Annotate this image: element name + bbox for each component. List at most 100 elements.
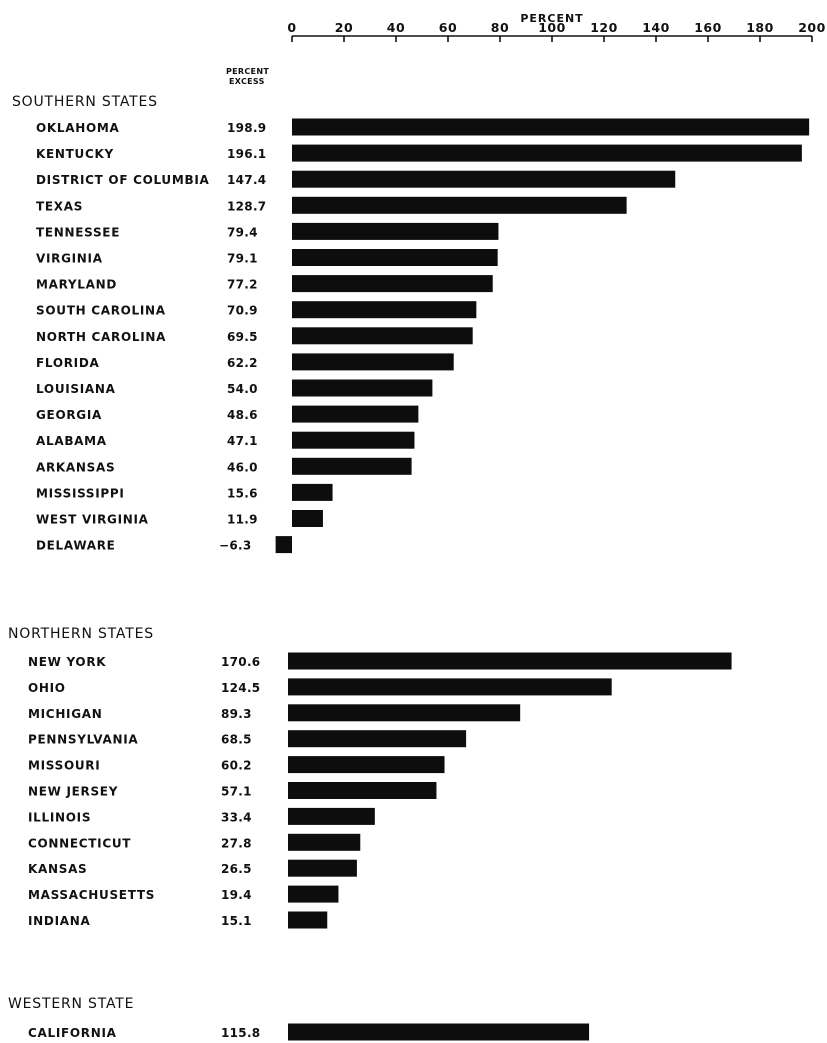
value-label: 69.5 (227, 330, 258, 344)
category-label: PENNSYLVANIA (28, 733, 138, 747)
category-label: MASSACHUSETTS (28, 888, 155, 902)
x-tick-label: 80 (491, 20, 509, 35)
category-label: OKLAHOMA (36, 121, 120, 135)
value-label: 196.1 (227, 147, 266, 161)
value-label: 26.5 (221, 862, 252, 876)
category-label: NEW JERSEY (28, 785, 118, 799)
x-tick-label: 160 (694, 20, 722, 35)
bar (292, 431, 415, 449)
value-label: 19.4 (221, 888, 252, 902)
bar (275, 536, 292, 554)
category-label: FLORIDA (36, 356, 99, 370)
value-label: 46.0 (227, 460, 258, 474)
bar (288, 859, 357, 877)
x-tick-label: 180 (746, 20, 774, 35)
bar (292, 196, 627, 214)
value-label: 15.1 (221, 914, 252, 928)
value-label: 128.7 (227, 199, 266, 213)
x-tick-label: 0 (287, 20, 296, 35)
x-tick-label: 200 (798, 20, 826, 35)
category-label: ILLINOIS (28, 810, 91, 824)
category-label: GEORGIA (36, 408, 102, 422)
x-tick-label: 120 (590, 20, 618, 35)
category-label: WEST VIRGINIA (36, 513, 149, 527)
bar (288, 652, 732, 670)
value-label: 57.1 (221, 785, 252, 799)
category-label: DISTRICT OF COLUMBIA (36, 173, 210, 187)
category-label: ARKANSAS (36, 460, 115, 474)
value-label: 124.5 (221, 681, 260, 695)
value-label: 62.2 (227, 356, 258, 370)
value-column-header: PERCENT (226, 67, 269, 76)
category-label: ALABAMA (36, 434, 107, 448)
category-label: MARYLAND (36, 278, 117, 292)
bar (288, 885, 339, 903)
group-heading: NORTHERN STATES (8, 626, 154, 642)
value-label: 170.6 (221, 655, 260, 669)
value-label: 27.8 (221, 836, 252, 850)
value-label: 33.4 (221, 810, 252, 824)
category-label: SOUTH CAROLINA (36, 304, 166, 318)
value-label: 68.5 (221, 733, 252, 747)
category-label: TEXAS (36, 199, 83, 213)
group-heading: WESTERN STATE (8, 996, 134, 1012)
bar (292, 222, 499, 240)
x-tick-label: 20 (335, 20, 353, 35)
value-label: 79.4 (227, 225, 258, 239)
bar (288, 807, 375, 825)
value-label: 47.1 (227, 434, 258, 448)
category-label: NORTH CAROLINA (36, 330, 166, 344)
category-label: MISSOURI (28, 759, 100, 773)
group-heading: SOUTHERN STATES (12, 94, 158, 110)
bar (288, 833, 361, 851)
value-label: 60.2 (221, 759, 252, 773)
bar (292, 301, 477, 319)
value-label: 11.9 (227, 513, 258, 527)
category-label: VIRGINIA (36, 252, 103, 266)
category-label: LOUISIANA (36, 382, 116, 396)
bar (288, 730, 467, 748)
bar (292, 170, 676, 188)
bar (292, 144, 802, 162)
value-label: 115.8 (221, 1026, 260, 1040)
bar (288, 704, 521, 722)
value-label: 89.3 (221, 707, 252, 721)
bar (288, 678, 612, 696)
category-label: KANSAS (28, 862, 87, 876)
bar (292, 379, 433, 397)
x-axis-title: PERCENT (520, 12, 583, 25)
value-label: 15.6 (227, 486, 258, 500)
bar (292, 249, 498, 266)
bar (292, 353, 454, 371)
bar (292, 405, 419, 423)
bar (292, 327, 473, 345)
value-label: 48.6 (227, 408, 258, 422)
value-label: 77.2 (227, 278, 258, 292)
category-label: CONNECTICUT (28, 836, 131, 850)
bar (288, 911, 328, 929)
bar (288, 1023, 590, 1041)
value-column-header: EXCESS (229, 77, 265, 86)
category-label: TENNESSEE (36, 225, 120, 239)
x-tick-label: 60 (439, 20, 457, 35)
value-label: 70.9 (227, 304, 258, 318)
category-label: MICHIGAN (28, 707, 103, 721)
value-label: 79.1 (227, 252, 258, 266)
bar (292, 510, 323, 527)
bar (292, 483, 333, 501)
x-tick-label: 40 (387, 20, 405, 35)
value-label: 54.0 (227, 382, 258, 396)
value-label: 198.9 (227, 121, 266, 135)
value-label: 147.4 (227, 173, 266, 187)
bar (292, 275, 493, 293)
category-label: MISSISSIPPI (36, 486, 125, 500)
bar (292, 457, 412, 475)
category-label: OHIO (28, 681, 66, 695)
x-tick-label: 100 (538, 20, 566, 35)
category-label: NEW YORK (28, 655, 106, 669)
bar (288, 756, 445, 774)
bar (288, 782, 437, 799)
x-tick-label: 140 (642, 20, 670, 35)
